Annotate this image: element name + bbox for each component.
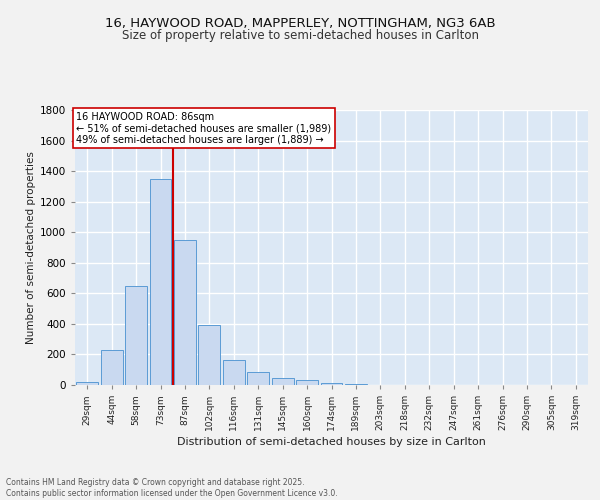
Bar xyxy=(149,179,172,385)
Text: Contains HM Land Registry data © Crown copyright and database right 2025.
Contai: Contains HM Land Registry data © Crown c… xyxy=(6,478,338,498)
Text: 16, HAYWOOD ROAD, MAPPERLEY, NOTTINGHAM, NG3 6AB: 16, HAYWOOD ROAD, MAPPERLEY, NOTTINGHAM,… xyxy=(104,18,496,30)
Text: 16 HAYWOOD ROAD: 86sqm
← 51% of semi-detached houses are smaller (1,989)
49% of : 16 HAYWOOD ROAD: 86sqm ← 51% of semi-det… xyxy=(76,112,331,144)
Bar xyxy=(174,240,196,385)
Bar xyxy=(296,380,318,385)
Bar xyxy=(76,382,98,385)
Bar xyxy=(272,378,293,385)
X-axis label: Distribution of semi-detached houses by size in Carlton: Distribution of semi-detached houses by … xyxy=(177,438,486,448)
Bar xyxy=(199,326,220,385)
Bar xyxy=(345,384,367,385)
Text: Size of property relative to semi-detached houses in Carlton: Size of property relative to semi-detach… xyxy=(121,29,479,42)
Bar xyxy=(125,286,147,385)
Bar xyxy=(247,372,269,385)
Bar xyxy=(320,384,343,385)
Y-axis label: Number of semi-detached properties: Number of semi-detached properties xyxy=(26,151,35,344)
Bar xyxy=(101,350,122,385)
Bar xyxy=(223,360,245,385)
